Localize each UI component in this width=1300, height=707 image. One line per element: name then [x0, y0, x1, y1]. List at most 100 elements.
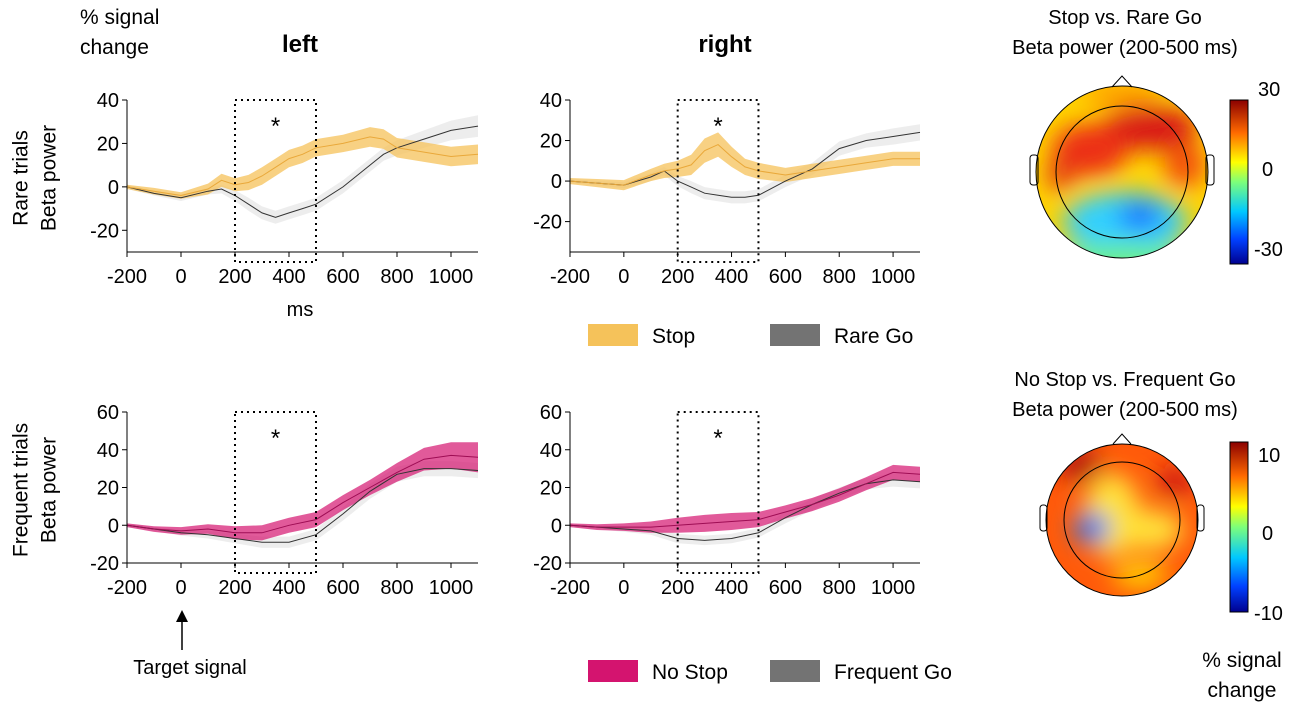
y-tick-label: 0: [551, 171, 562, 193]
y-tick-label: 20: [97, 133, 119, 155]
x-axis-unit-label: ms: [287, 299, 314, 321]
topo1-title-line2: Beta power (200-500 ms): [1012, 37, 1238, 59]
y-tick-label: 40: [97, 90, 119, 112]
legend-swatch-stop: [588, 324, 638, 346]
colorbar-2: [1229, 441, 1249, 613]
y-tick-label: -20: [90, 553, 119, 575]
legend-swatch-no-stop: [588, 660, 638, 682]
mean-line-stop: [569, 144, 920, 186]
sem-band-rare-go: [570, 124, 920, 204]
target-signal-label: Target signal: [133, 657, 246, 679]
x-tick-label: 200: [661, 577, 694, 599]
legend-label-rare-go: Rare Go: [834, 325, 913, 348]
row-label-frequent: Frequent trials Beta power: [9, 423, 60, 557]
x-tick-label: 400: [715, 577, 748, 599]
x-tick-label: -200: [107, 266, 147, 288]
ylabel-line2: change: [80, 36, 149, 59]
y-tick-label: 20: [540, 131, 562, 153]
x-tick-label: 400: [272, 577, 305, 599]
legend-label-no-stop: No Stop: [652, 661, 728, 684]
row-label-frequent-line1: Frequent trials: [9, 423, 32, 557]
colorbar1-tick-max: 30: [1258, 79, 1280, 101]
sem-band-no-stop: [127, 442, 478, 541]
row-label-rare: Rare trials Beta power: [9, 125, 60, 231]
topo-map-stop-vs-rare-go: [1029, 75, 1215, 259]
topo1-title-line1: Stop vs. Rare Go: [1048, 7, 1201, 29]
x-tick-label: 0: [618, 266, 629, 288]
x-tick-label: 200: [661, 266, 694, 288]
x-tick-label: 800: [823, 266, 856, 288]
significance-star: *: [271, 425, 280, 452]
colorbar-1: [1229, 99, 1249, 265]
significance-window: [234, 411, 317, 574]
topo2-title-line1: No Stop vs. Frequent Go: [1014, 369, 1235, 391]
legend-frequent: No Stop Frequent Go: [588, 660, 952, 684]
x-tick-label: 800: [380, 577, 413, 599]
sem-band-stop: [127, 127, 478, 199]
x-tick-label: -200: [107, 577, 147, 599]
significance-star: *: [713, 113, 722, 140]
y-tick-label: -20: [533, 553, 562, 575]
x-tick-label: 600: [326, 577, 359, 599]
column-title-left: left: [282, 31, 318, 58]
x-tick-label: 800: [823, 577, 856, 599]
mean-line-frequent-go: [126, 468, 479, 543]
ylabel-line1: % signal: [80, 6, 159, 29]
y-tick-label: 60: [540, 402, 562, 424]
significance-star: *: [713, 425, 722, 452]
x-tick-label: 400: [272, 266, 305, 288]
y-tick-label: 40: [540, 440, 562, 462]
mean-line-no-stop: [569, 471, 921, 528]
x-tick-label: 200: [218, 577, 251, 599]
x-tick-label: 1000: [871, 266, 916, 288]
x-tick-label: 0: [175, 577, 186, 599]
colorbar1-tick-min: -30: [1254, 239, 1283, 261]
column-title-right: right: [698, 31, 751, 58]
legend-swatch-frequent-go: [770, 660, 820, 682]
y-tick-label: -20: [533, 212, 562, 234]
y-tick-label: 20: [540, 478, 562, 500]
y-tick-label: 40: [97, 440, 119, 462]
mean-line-no-stop: [126, 454, 479, 534]
y-tick-label: -20: [90, 220, 119, 242]
x-tick-label: 600: [326, 266, 359, 288]
y-tick-label: 40: [540, 90, 562, 112]
row-label-rare-line2: Beta power: [37, 125, 60, 231]
significance-window: [234, 99, 317, 263]
y-tick-label: 0: [108, 515, 119, 537]
y-tick-label: 0: [108, 177, 119, 199]
y-tick-label: 60: [97, 402, 119, 424]
significance-window: [676, 99, 760, 263]
target-arrow-icon: [176, 610, 188, 650]
colorbar2-tick-min: -10: [1254, 603, 1283, 625]
x-tick-label: 0: [175, 266, 186, 288]
mean-line-stop: [126, 136, 479, 197]
x-tick-label: 1000: [429, 266, 474, 288]
legend-swatch-rare-go: [770, 324, 820, 346]
x-tick-label: 600: [769, 266, 802, 288]
significance-window: [676, 411, 760, 574]
x-tick-label: -200: [550, 577, 590, 599]
colorbar2-tick-mid: 0: [1262, 523, 1273, 545]
y-tick-label: 20: [97, 478, 119, 500]
sem-band-stop: [570, 132, 920, 191]
sem-band-no-stop: [570, 464, 920, 533]
mean-line-rare-go: [569, 131, 921, 198]
colorbar-unit-line2: change: [1208, 679, 1277, 702]
legend-label-frequent-go: Frequent Go: [834, 661, 952, 684]
sem-band-frequent-go: [127, 461, 478, 548]
x-tick-label: 1000: [429, 577, 474, 599]
colorbar1-tick-mid: 0: [1262, 159, 1273, 181]
x-tick-label: 800: [380, 266, 413, 288]
x-tick-label: 1000: [871, 577, 916, 599]
topo2-title-line2: Beta power (200-500 ms): [1012, 399, 1238, 421]
x-tick-label: 200: [218, 266, 251, 288]
x-tick-label: 400: [715, 266, 748, 288]
colorbar2-tick-max: 10: [1258, 445, 1280, 467]
x-tick-label: 600: [769, 577, 802, 599]
